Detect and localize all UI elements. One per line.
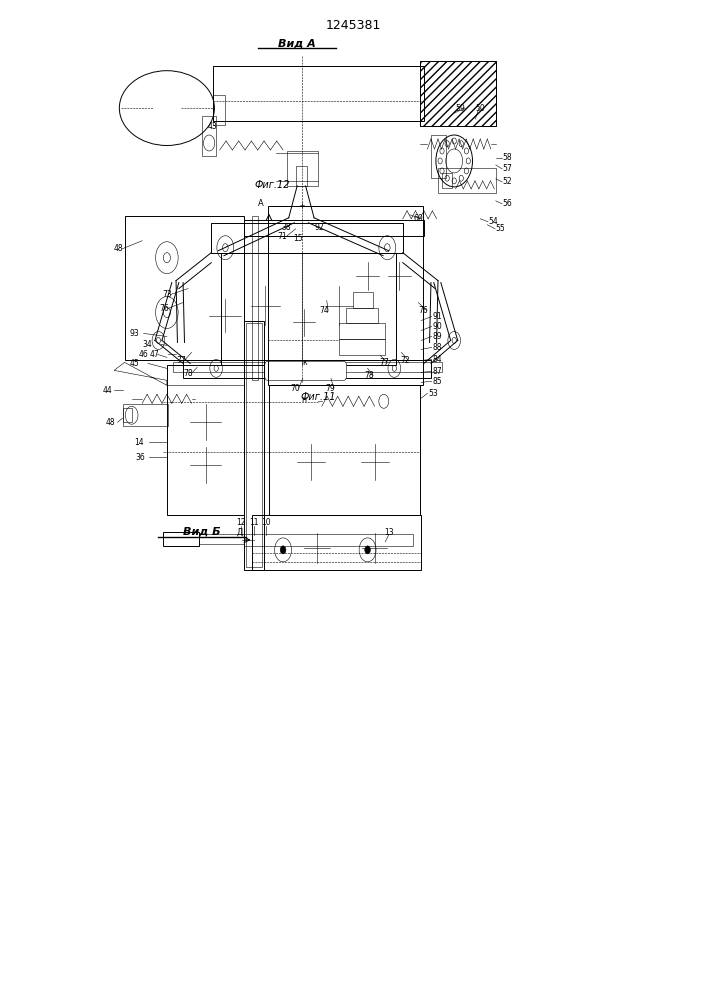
Bar: [339, 339, 385, 355]
Text: 47: 47: [149, 350, 159, 359]
Text: 10: 10: [262, 518, 271, 527]
Text: 46: 46: [139, 350, 148, 359]
Bar: [173, 362, 442, 372]
Text: 76: 76: [159, 304, 169, 313]
Bar: [247, 323, 262, 567]
Bar: [431, 135, 446, 178]
Text: 48: 48: [114, 244, 124, 253]
Bar: [421, 61, 496, 126]
Text: к: к: [302, 358, 307, 367]
Text: 44: 44: [103, 386, 112, 395]
Text: 15: 15: [293, 234, 303, 243]
Text: 73: 73: [162, 290, 172, 299]
Bar: [213, 66, 424, 121]
Bar: [252, 216, 258, 380]
Circle shape: [365, 546, 370, 554]
Text: 74: 74: [320, 306, 329, 315]
Bar: [167, 365, 245, 515]
Bar: [245, 321, 264, 570]
Text: 72: 72: [400, 356, 409, 365]
Text: 53: 53: [428, 389, 438, 398]
Text: 52: 52: [503, 177, 513, 186]
Text: 1245381: 1245381: [326, 19, 381, 32]
Bar: [339, 323, 385, 339]
Text: 84: 84: [433, 355, 442, 364]
Text: 55: 55: [496, 224, 506, 233]
Text: 92: 92: [315, 223, 325, 232]
Text: 13: 13: [384, 528, 393, 537]
Text: 57: 57: [503, 164, 513, 173]
Text: 90: 90: [433, 322, 442, 331]
Text: 87: 87: [433, 367, 442, 376]
Bar: [211, 223, 403, 253]
Text: 76: 76: [419, 306, 428, 315]
Text: н: н: [302, 395, 307, 404]
Text: 85: 85: [433, 377, 442, 386]
Text: 58: 58: [503, 153, 513, 162]
Text: 93: 93: [129, 329, 139, 338]
Bar: [442, 173, 452, 188]
Bar: [213, 95, 226, 125]
Text: 77: 77: [379, 358, 389, 367]
Text: 48: 48: [105, 418, 115, 427]
Bar: [252, 515, 421, 570]
Text: 43: 43: [208, 122, 218, 131]
Bar: [354, 292, 373, 308]
Text: Фиг.12: Фиг.12: [255, 180, 291, 190]
Text: Фиг.11: Фиг.11: [300, 392, 336, 402]
Text: 79: 79: [325, 384, 335, 393]
Text: 71: 71: [277, 232, 287, 241]
Text: 59: 59: [455, 104, 464, 113]
Bar: [296, 166, 307, 186]
Bar: [245, 220, 424, 236]
Text: 34: 34: [142, 340, 152, 349]
Text: 56: 56: [503, 199, 513, 208]
Bar: [221, 253, 396, 365]
Text: 91: 91: [433, 312, 442, 321]
Circle shape: [280, 546, 286, 554]
Text: 36: 36: [135, 453, 145, 462]
Bar: [202, 116, 216, 156]
Bar: [267, 206, 423, 385]
Text: 45: 45: [129, 359, 139, 368]
Bar: [122, 408, 132, 422]
Text: 12: 12: [236, 518, 245, 527]
Text: Вид Б: Вид Б: [183, 527, 221, 537]
Text: 70: 70: [290, 384, 300, 393]
Bar: [286, 151, 318, 186]
Bar: [163, 532, 199, 546]
Text: 78: 78: [183, 369, 193, 378]
Bar: [183, 360, 431, 378]
Text: 88: 88: [433, 343, 442, 352]
Text: 77: 77: [176, 356, 186, 365]
Text: Д: Д: [236, 528, 243, 537]
Bar: [346, 308, 378, 323]
Text: 11: 11: [249, 518, 258, 527]
Text: 50: 50: [475, 104, 485, 113]
Bar: [122, 404, 168, 426]
FancyBboxPatch shape: [264, 361, 346, 380]
Bar: [124, 216, 245, 360]
Text: 89: 89: [433, 332, 442, 341]
Text: А: А: [257, 199, 264, 208]
Text: 54: 54: [489, 217, 498, 226]
Bar: [269, 385, 421, 515]
Text: 14: 14: [134, 438, 144, 447]
Bar: [245, 534, 414, 546]
Text: Вид А: Вид А: [279, 38, 316, 48]
Bar: [199, 534, 245, 544]
Text: 38: 38: [281, 223, 291, 232]
Text: 78: 78: [365, 371, 375, 380]
Bar: [421, 61, 496, 126]
Text: 60: 60: [414, 214, 423, 223]
Bar: [438, 168, 496, 193]
